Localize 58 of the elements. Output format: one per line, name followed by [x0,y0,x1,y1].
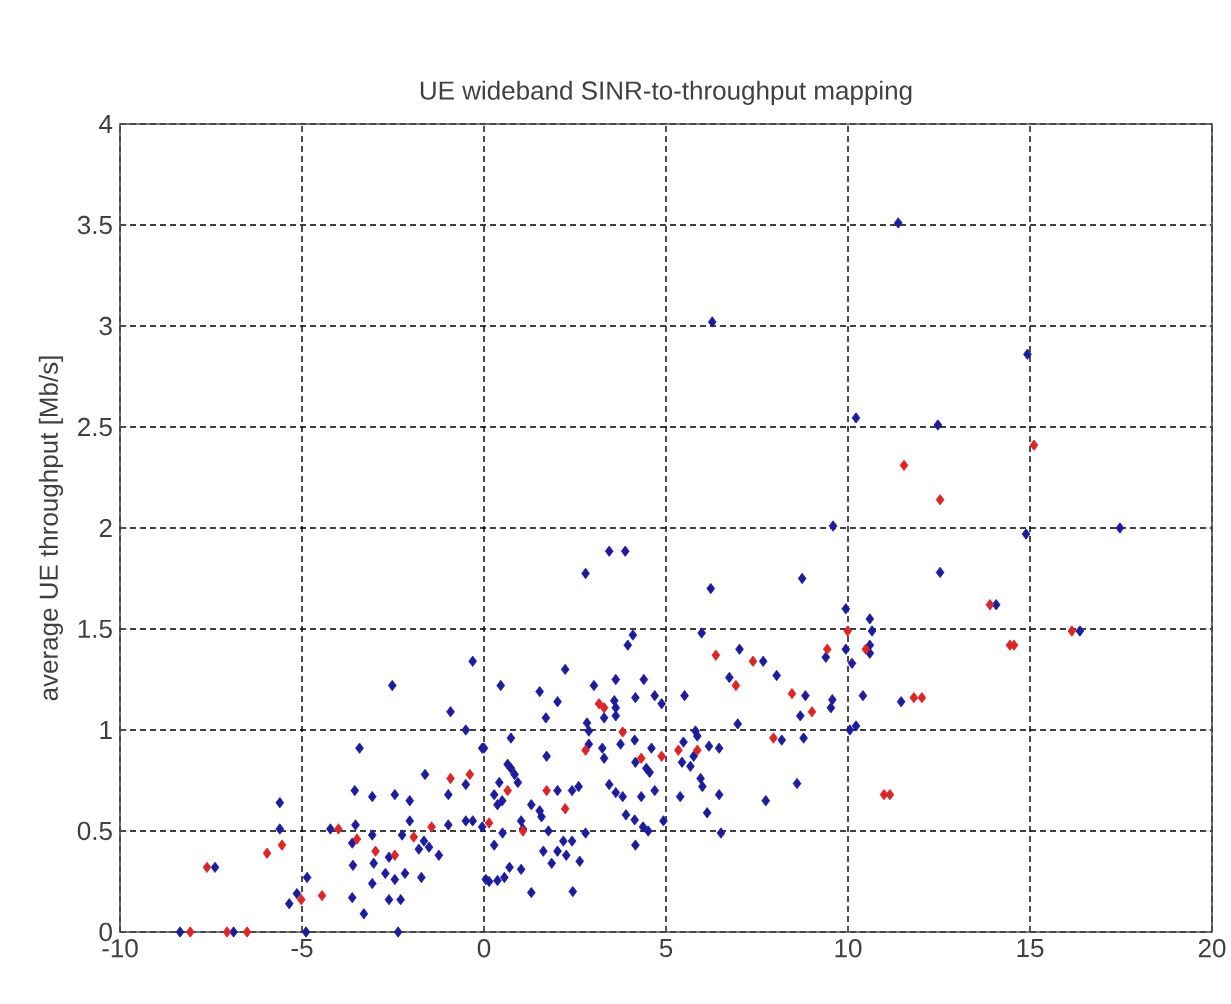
y-axis-title: average UE throughput [Mb/s] [38,356,64,701]
point [185,926,195,938]
point [899,459,909,471]
y-tick-label: 2.5 [78,417,112,437]
x-tick-label: 5 [659,939,673,958]
point [935,494,945,506]
y-tick-label: 2 [99,518,112,538]
chart-title: UE wideband SINR-to-throughput mapping [420,80,912,105]
x-tick-label: 15 [1017,939,1044,958]
x-tick-label: 20 [1198,939,1226,958]
point [242,926,252,938]
point [352,833,362,845]
point [594,698,604,710]
point [484,817,494,829]
point [390,849,400,861]
point [222,926,232,938]
point [885,789,895,801]
point [843,625,852,637]
y-tick-label: 3.5 [77,215,112,235]
point [465,768,475,781]
y-tick-label: 0.5 [77,821,112,841]
point [599,702,609,714]
point [202,861,212,873]
point [371,845,380,857]
point [636,752,646,764]
point [769,732,778,744]
point [1029,439,1039,451]
point [409,831,419,843]
point [861,643,871,655]
point [711,649,721,661]
point [581,744,590,756]
point [618,726,627,738]
point [693,744,702,756]
point [787,688,797,700]
x-tick-label: 10 [835,939,862,958]
point [807,706,817,718]
point [674,744,683,756]
point [277,839,287,851]
point [1067,625,1077,637]
point [748,655,758,667]
y-tick-label: 3 [99,316,112,336]
point [822,643,832,655]
point [427,821,436,833]
point [560,803,570,815]
x-tick-label: 0 [477,939,491,958]
point [917,692,927,704]
point [317,890,327,902]
point [262,847,272,859]
point [909,692,919,704]
y-tick-label: 4 [99,115,113,133]
point [657,750,666,762]
x-tick-label: -5 [291,939,313,958]
point [334,823,343,835]
point [985,599,995,611]
point [731,679,741,692]
y-tick-label: 1 [100,721,112,739]
point [296,894,306,906]
y-tick-label: 1.5 [78,619,112,639]
